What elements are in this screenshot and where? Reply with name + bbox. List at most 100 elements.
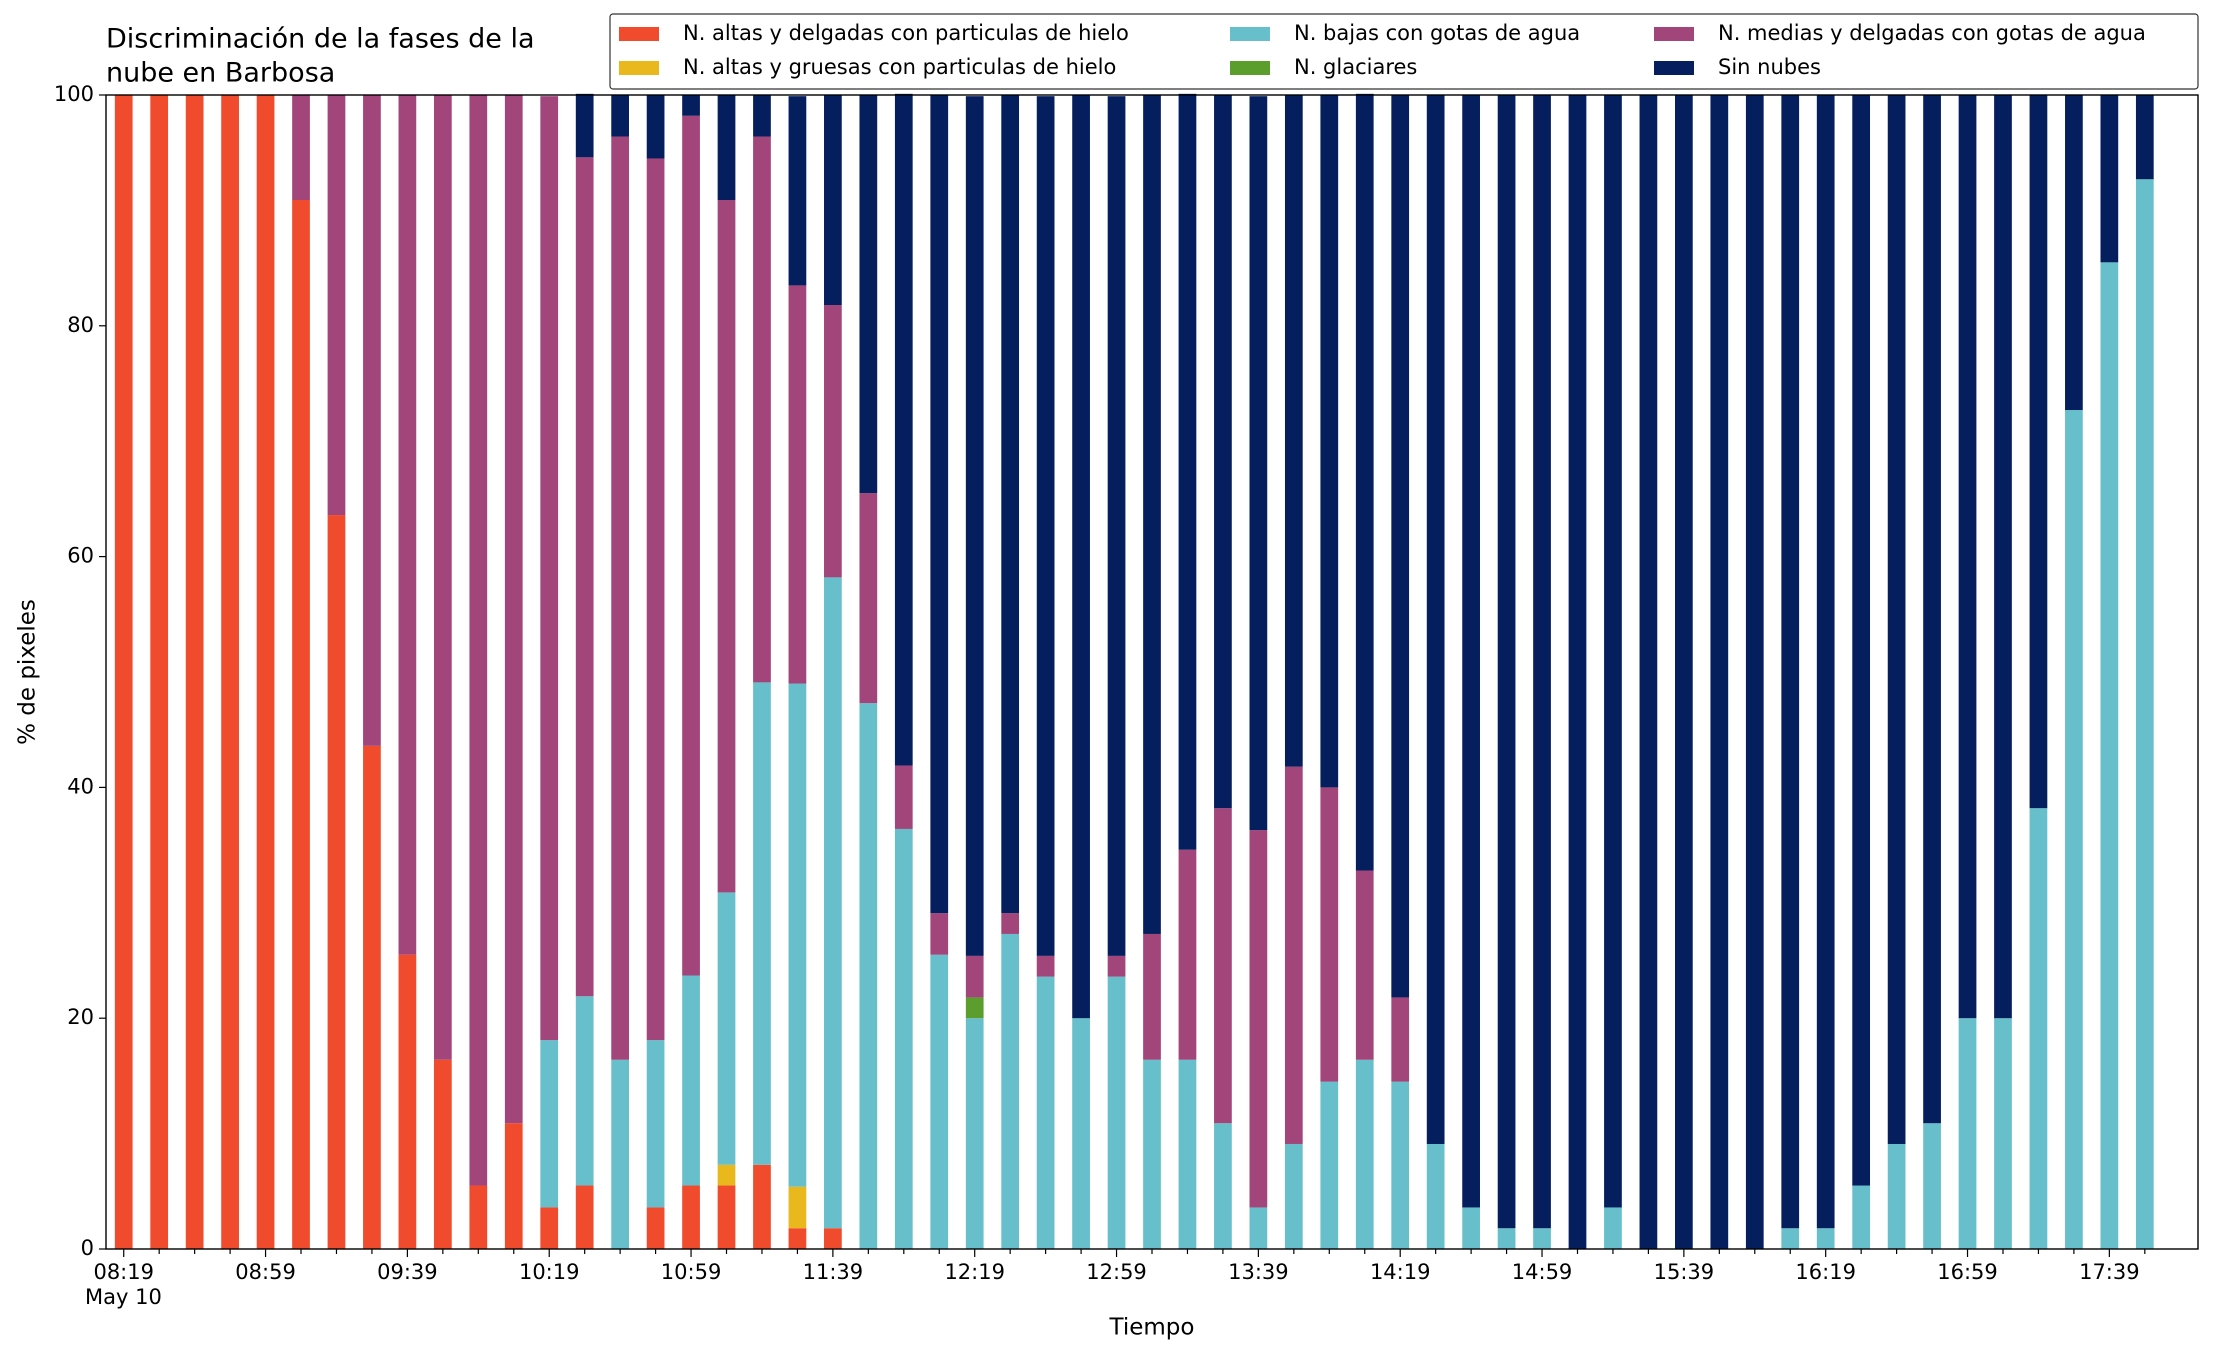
bar-segment xyxy=(611,1059,629,1249)
legend-label: N. glaciares xyxy=(1294,55,1417,79)
bar-segment xyxy=(2100,95,2119,263)
bar-segment xyxy=(433,95,452,1060)
bar-segment xyxy=(894,93,913,766)
bar-segment xyxy=(788,1228,807,1249)
bar-segment xyxy=(575,93,594,158)
bar-segment xyxy=(965,997,984,1019)
bar-segment xyxy=(1497,95,1516,1229)
bar-segment xyxy=(1745,95,1764,1249)
bar-segment xyxy=(363,745,381,1249)
bar-segment xyxy=(504,95,523,1124)
x-tick-label: 17:39 xyxy=(2079,1260,2140,1284)
bar-segment xyxy=(469,95,488,1186)
y-tick-label: 80 xyxy=(67,313,94,337)
bar-segment xyxy=(965,96,984,956)
bar-segment xyxy=(753,95,771,137)
bar-segment xyxy=(611,136,629,1060)
bar-segment xyxy=(646,158,665,1041)
bar-segment xyxy=(1462,95,1480,1208)
bar-segment xyxy=(1533,95,1551,1229)
x-tick-label: 13:39 xyxy=(1228,1260,1289,1284)
bar-segment xyxy=(1533,1228,1551,1249)
x-tick-label: 10:19 xyxy=(519,1260,580,1284)
bar-segment xyxy=(540,1040,559,1208)
bar-segment xyxy=(1320,1081,1339,1249)
bar-segment xyxy=(1781,95,1800,1229)
bar-segment xyxy=(1320,95,1339,788)
bar-segment xyxy=(1284,766,1303,1144)
bar-segment xyxy=(1178,849,1197,1060)
bar-segment xyxy=(1923,95,1941,1124)
chart-title: nube en Barbosa xyxy=(106,58,335,89)
bar-segment xyxy=(1675,95,1693,1249)
bar-segment xyxy=(1178,1059,1197,1249)
bar-segment xyxy=(717,1185,736,1249)
bar-segment xyxy=(717,892,736,1165)
bar-segment xyxy=(753,1164,771,1249)
legend-swatch xyxy=(1230,27,1270,41)
bar-segment xyxy=(682,115,700,976)
bar-segment xyxy=(2135,179,2154,1250)
y-tick-label: 0 xyxy=(81,1236,94,1260)
legend-label: N. altas y delgadas con particulas de hi… xyxy=(683,21,1129,45)
bar-segment xyxy=(930,954,949,1249)
bar-segment xyxy=(1214,808,1232,1124)
bar-segment xyxy=(646,95,665,159)
bar-segment xyxy=(575,157,594,997)
bar-segment xyxy=(859,703,878,1249)
bar-segment xyxy=(1249,1207,1268,1249)
bar-segment xyxy=(2065,95,2083,411)
bar-segment xyxy=(221,95,239,1249)
legend-swatch xyxy=(1230,61,1270,75)
bar-segment xyxy=(150,95,169,1249)
x-tick-label: 12:19 xyxy=(944,1260,1005,1284)
bar-segment xyxy=(1107,976,1126,1249)
bar-segment xyxy=(1284,95,1303,767)
y-tick-label: 40 xyxy=(67,774,94,798)
bar-segment xyxy=(1001,95,1020,914)
x-tick-label: 15:39 xyxy=(1654,1260,1715,1284)
legend-label: N. bajas con gotas de agua xyxy=(1294,21,1580,45)
bar-segment xyxy=(1462,1207,1480,1249)
bar-segment xyxy=(2029,95,2048,809)
bar-segment xyxy=(1816,95,1835,1229)
bar-segment xyxy=(646,1040,665,1208)
bar-segment xyxy=(469,1185,488,1249)
x-tick-label: 11:39 xyxy=(803,1260,864,1284)
legend-swatch xyxy=(619,61,659,75)
bar-segment xyxy=(824,95,842,306)
bar-segment xyxy=(433,1059,452,1249)
x-axis-label: Tiempo xyxy=(1109,1315,1195,1341)
x-tick-label: 14:59 xyxy=(1512,1260,1573,1284)
bar-segment xyxy=(788,1186,807,1229)
bar-segment xyxy=(1284,1143,1303,1249)
bar-segment xyxy=(1426,95,1445,1144)
bar-segment xyxy=(646,1207,665,1249)
bar-segment xyxy=(1710,95,1729,1249)
bar-segment xyxy=(859,95,878,494)
bar-segment xyxy=(1320,787,1339,1082)
bar-segment xyxy=(540,1207,559,1249)
bar-segment xyxy=(717,95,736,201)
legend-box xyxy=(609,13,2199,90)
bar-segment xyxy=(788,683,807,1187)
bar-segment xyxy=(859,493,878,704)
legend-swatch xyxy=(1654,61,1694,75)
bar-segment xyxy=(398,95,417,955)
bar-segment xyxy=(1214,95,1232,809)
bar-segment xyxy=(1036,955,1055,977)
bar-segment xyxy=(1178,93,1197,850)
bar-segment xyxy=(1355,870,1374,1060)
bar-segment xyxy=(1816,1228,1835,1249)
bar-segment xyxy=(327,515,346,1249)
bar-segment xyxy=(1214,1123,1232,1249)
bar-segment xyxy=(1923,1123,1941,1249)
bar-segment xyxy=(824,1228,842,1249)
x-tick-label: 09:39 xyxy=(377,1260,438,1284)
bar-segment xyxy=(894,828,913,1249)
bar-segment xyxy=(1143,95,1161,934)
chart-title: Discriminación de la fases de la xyxy=(106,24,535,55)
bar-segment xyxy=(753,136,771,683)
bar-segment xyxy=(717,1164,736,1186)
